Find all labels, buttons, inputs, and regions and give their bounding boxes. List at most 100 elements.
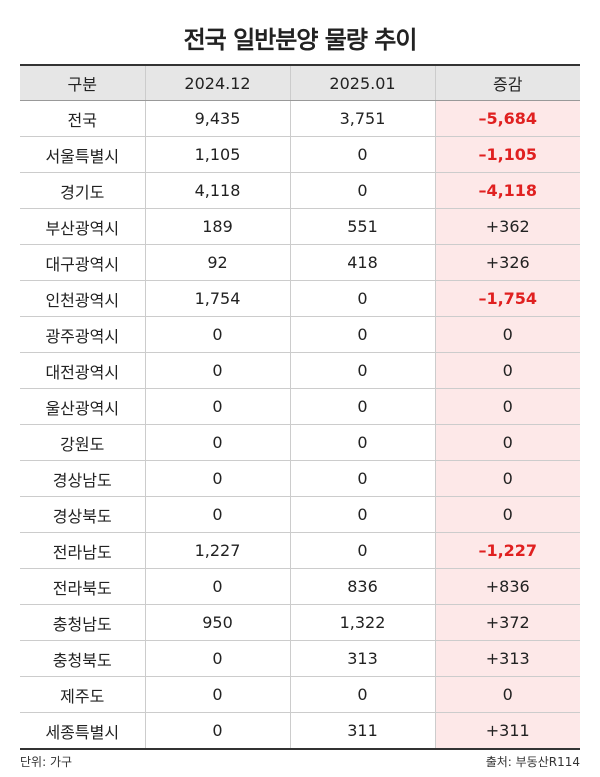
value-cell: 313 (289, 640, 435, 677)
value-cell: 0 (289, 532, 435, 569)
value-cell: 0 (289, 280, 435, 317)
value-cell: 0 (289, 424, 435, 461)
table-row: 서울특별시 1,105 0 –1,105 (20, 136, 580, 173)
region-cell: 강원도 (20, 424, 145, 461)
value-cell: 418 (289, 244, 435, 281)
table-row: 제주도 0 0 0 (20, 676, 580, 713)
table-row: 경기도 4,118 0 –4,118 (20, 172, 580, 209)
value-cell: –5,684 (434, 100, 580, 137)
value-cell: 0 (434, 676, 580, 713)
value-cell: 0 (289, 460, 435, 497)
region-cell: 광주광역시 (20, 316, 145, 353)
value-cell: –1,105 (434, 136, 580, 173)
value-cell: 0 (144, 496, 290, 533)
region-cell: 충청북도 (20, 640, 145, 677)
header-cell: 2025.01 (289, 65, 435, 101)
value-cell: +326 (434, 244, 580, 281)
value-cell: 4,118 (144, 172, 290, 209)
value-cell: 0 (434, 460, 580, 497)
value-cell: 1,754 (144, 280, 290, 317)
value-cell: 0 (289, 136, 435, 173)
table-row: 광주광역시 0 0 0 (20, 316, 580, 353)
region-cell: 경상남도 (20, 460, 145, 497)
value-cell: 189 (144, 208, 290, 245)
region-cell: 서울특별시 (20, 136, 145, 173)
table-row: 대전광역시 0 0 0 (20, 352, 580, 389)
region-cell: 전국 (20, 100, 145, 137)
header-cell: 구분 (20, 65, 145, 101)
value-cell: 0 (289, 172, 435, 209)
table-row: 부산광역시 189 551 +362 (20, 208, 580, 245)
value-cell: 311 (289, 712, 435, 750)
table-row: 경상남도 0 0 0 (20, 460, 580, 497)
region-cell: 전라남도 (20, 532, 145, 569)
region-cell: 부산광역시 (20, 208, 145, 245)
value-cell: 1,322 (289, 604, 435, 641)
table-row: 전국 9,435 3,751 –5,684 (20, 100, 580, 137)
value-cell: 0 (144, 676, 290, 713)
value-cell: 836 (289, 568, 435, 605)
value-cell: 551 (289, 208, 435, 245)
source-note: 출처: 부동산R114 (485, 755, 580, 769)
title: 전국 일반분양 물량 추이 (183, 26, 418, 54)
value-cell: 0 (144, 568, 290, 605)
value-cell: 92 (144, 244, 290, 281)
region-cell: 충청남도 (20, 604, 145, 641)
value-cell: 950 (144, 604, 290, 641)
region-cell: 울산광역시 (20, 388, 145, 425)
region-cell: 전라북도 (20, 568, 145, 605)
region-cell: 세종특별시 (20, 712, 145, 750)
value-cell: 0 (144, 424, 290, 461)
value-cell: 0 (434, 496, 580, 533)
table-row: 전라북도 0 836 +836 (20, 568, 580, 605)
value-cell: +362 (434, 208, 580, 245)
value-cell: 1,105 (144, 136, 290, 173)
region-cell: 경상북도 (20, 496, 145, 533)
value-cell: 0 (289, 676, 435, 713)
value-cell: 0 (289, 352, 435, 389)
region-cell: 인천광역시 (20, 280, 145, 317)
value-cell: +311 (434, 712, 580, 750)
value-cell: 0 (144, 640, 290, 677)
value-cell: +372 (434, 604, 580, 641)
table-row: 충청남도 950 1,322 +372 (20, 604, 580, 641)
value-cell: +313 (434, 640, 580, 677)
table-row: 울산광역시 0 0 0 (20, 388, 580, 425)
table-row: 인천광역시 1,754 0 –1,754 (20, 280, 580, 317)
value-cell: 0 (289, 316, 435, 353)
table-row: 강원도 0 0 0 (20, 424, 580, 461)
header-cell: 증감 (434, 65, 580, 101)
region-cell: 대구광역시 (20, 244, 145, 281)
value-cell: –1,754 (434, 280, 580, 317)
value-cell: 0 (289, 496, 435, 533)
value-cell: 0 (289, 388, 435, 425)
header-row: 구분 2024.12 2025.01 증감 (20, 65, 580, 101)
value-cell: +836 (434, 568, 580, 605)
header-cell: 2024.12 (144, 65, 290, 101)
value-cell: 0 (144, 352, 290, 389)
value-cell: 0 (434, 388, 580, 425)
value-cell: –4,118 (434, 172, 580, 209)
value-cell: 0 (434, 352, 580, 389)
table-row: 충청북도 0 313 +313 (20, 640, 580, 677)
table: 구분 2024.12 2025.01 증감 전국 9,435 3,751 –5,684 서울특… (20, 64, 580, 750)
table-row: 대구광역시 92 418 +326 (20, 244, 580, 281)
value-cell: 0 (434, 424, 580, 461)
value-cell: 0 (434, 316, 580, 353)
value-cell: 0 (144, 388, 290, 425)
region-cell: 대전광역시 (20, 352, 145, 389)
table-row: 세종특별시 0 311 +311 (20, 712, 580, 750)
value-cell: 3,751 (289, 100, 435, 137)
value-cell: 0 (144, 316, 290, 353)
value-cell: 0 (144, 712, 290, 750)
table-row: 전라남도 1,227 0 –1,227 (20, 532, 580, 569)
region-cell: 제주도 (20, 676, 145, 713)
region-cell: 경기도 (20, 172, 145, 209)
value-cell: 1,227 (144, 532, 290, 569)
table-row: 경상북도 0 0 0 (20, 496, 580, 533)
value-cell: 9,435 (144, 100, 290, 137)
value-cell: –1,227 (434, 532, 580, 569)
unit-note: 단위: 가구 (20, 755, 73, 769)
value-cell: 0 (144, 460, 290, 497)
